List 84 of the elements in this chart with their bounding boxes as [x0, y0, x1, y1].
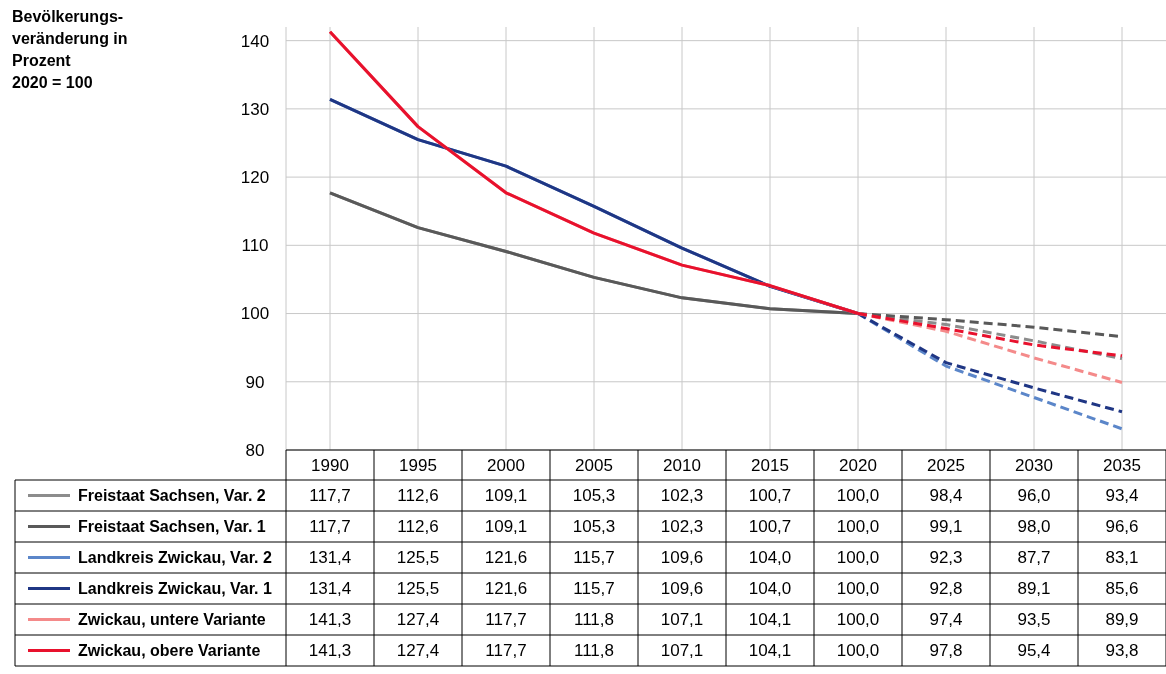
data-label: 96,0 — [1017, 486, 1051, 506]
y-tick-label: 80 — [245, 440, 265, 460]
data-label: 99,1 — [929, 517, 963, 537]
data-label: 121,6 — [484, 579, 528, 599]
data-label: 117,7 — [485, 641, 527, 661]
data-label: 95,4 — [1017, 641, 1051, 661]
legend-label: Freistaat Sachsen, Var. 2 — [78, 487, 266, 505]
data-label: 127,4 — [396, 610, 440, 630]
data-label: 97,8 — [929, 641, 963, 661]
data-label: 100,0 — [836, 548, 880, 568]
x-tick-label: 2015 — [751, 455, 789, 475]
y-tick-label: 100 — [240, 304, 270, 324]
data-label: 100,0 — [836, 486, 880, 506]
data-label: 105,3 — [572, 517, 616, 537]
data-label: 125,5 — [396, 548, 440, 568]
y-tick-label: 140 — [240, 31, 270, 51]
data-label: 107,1 — [660, 641, 704, 661]
data-label: 125,5 — [396, 579, 440, 599]
y-tick-label: 120 — [240, 168, 270, 188]
text: Bevölkerungs- veränderung in Prozent 2020 = 100 — [12, 8, 128, 91]
legend-label: Zwickau, untere Variante — [78, 611, 266, 629]
data-label: 100,0 — [836, 579, 880, 599]
data-label: 141,3 — [308, 610, 352, 630]
data-label: 96,6 — [1105, 517, 1139, 537]
data-label: 115,7 — [573, 548, 615, 568]
data-label: 104,1 — [748, 641, 792, 661]
data-label: 131,4 — [308, 548, 352, 568]
data-label: 93,5 — [1017, 610, 1051, 630]
data-label: 109,6 — [660, 548, 704, 568]
data-label: 93,4 — [1105, 486, 1139, 506]
data-label: 111,8 — [573, 610, 615, 630]
data-label: 117,7 — [485, 610, 527, 630]
data-label: 109,6 — [660, 579, 704, 599]
data-label: 85,6 — [1105, 579, 1139, 599]
data-label: 100,7 — [748, 517, 792, 537]
data-label: 100,0 — [836, 641, 880, 661]
data-label: 102,3 — [660, 486, 704, 506]
data-label: 131,4 — [308, 579, 352, 599]
data-label: 112,6 — [397, 517, 439, 537]
data-label: 105,3 — [572, 486, 616, 506]
data-label: 127,4 — [396, 641, 440, 661]
x-tick-label: 2010 — [663, 455, 701, 475]
data-label: 89,1 — [1017, 579, 1051, 599]
data-label: 111,8 — [573, 641, 615, 661]
data-label: 109,1 — [484, 517, 528, 537]
data-label: 100,0 — [836, 517, 880, 537]
data-label: 93,8 — [1105, 641, 1139, 661]
data-label: 89,9 — [1105, 610, 1139, 630]
data-label: 112,6 — [397, 486, 439, 506]
legend-label: Landkreis Zwickau, Var. 1 — [78, 580, 272, 598]
data-label: 100,0 — [836, 610, 880, 630]
x-tick-label: 2020 — [839, 455, 877, 475]
x-tick-label: 1990 — [311, 455, 349, 475]
data-label: 92,3 — [929, 548, 963, 568]
y-tick-label: 130 — [240, 99, 270, 119]
data-label: 97,4 — [929, 610, 963, 630]
y-tick-label: 110 — [241, 236, 269, 256]
legend-label: Landkreis Zwickau, Var. 2 — [78, 549, 272, 567]
data-label: 104,1 — [748, 610, 792, 630]
data-label: 115,7 — [573, 579, 615, 599]
legend-label: Zwickau, obere Variante — [78, 642, 261, 660]
data-label: 121,6 — [484, 548, 528, 568]
data-label: 141,3 — [308, 641, 352, 661]
x-tick-label: 2005 — [575, 455, 613, 475]
data-label: 104,0 — [748, 579, 792, 599]
x-tick-label: 2025 — [927, 455, 965, 475]
data-label: 92,8 — [929, 579, 963, 599]
data-label: 117,7 — [309, 517, 351, 537]
x-tick-label: 2000 — [487, 455, 525, 475]
x-tick-label: 1995 — [399, 455, 437, 475]
data-label: 98,0 — [1017, 517, 1051, 537]
data-label: 117,7 — [309, 486, 351, 506]
data-label: 109,1 — [484, 486, 528, 506]
data-label: 102,3 — [660, 517, 704, 537]
x-tick-label: 2030 — [1015, 455, 1053, 475]
data-label: 107,1 — [660, 610, 704, 630]
y-tick-label: 90 — [245, 372, 265, 392]
legend-label: Freistaat Sachsen, Var. 1 — [78, 518, 266, 536]
x-tick-label: 2035 — [1103, 455, 1141, 475]
data-label: 83,1 — [1105, 548, 1139, 568]
data-label: 87,7 — [1017, 548, 1051, 568]
data-label: 98,4 — [929, 486, 963, 506]
data-label: 104,0 — [748, 548, 792, 568]
data-label: 100,7 — [748, 486, 792, 506]
